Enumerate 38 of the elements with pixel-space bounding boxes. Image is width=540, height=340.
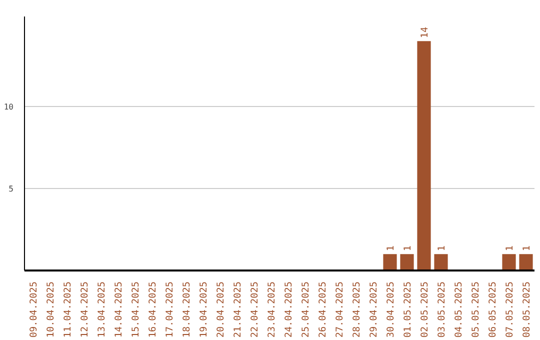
x-tick-label: 01.05.2025 [402, 281, 414, 338]
x-tick-label: 15.04.2025 [130, 281, 142, 338]
x-tick-label: 08.05.2025 [522, 281, 532, 338]
x-tick-label: 11.04.2025 [62, 281, 74, 338]
x-tick-label: 04.05.2025 [454, 281, 464, 338]
x-tick-label: 22.04.2025 [250, 281, 260, 338]
data-label: 1 [504, 245, 516, 252]
x-tick-label: 27.04.2025 [334, 281, 346, 338]
x-tick-label: 29.04.2025 [368, 281, 380, 338]
data-label: 1 [436, 245, 448, 252]
data-label: 1 [402, 245, 414, 252]
y-tick-label: 10 [4, 102, 14, 112]
x-tick-label: 10.04.2025 [46, 281, 56, 338]
data-label: 1 [522, 245, 532, 252]
data-label: 14 [420, 26, 430, 38]
x-tick-label: 14.04.2025 [114, 281, 124, 338]
x-tick-label: 21.04.2025 [232, 281, 244, 338]
x-tick-label: 07.05.2025 [504, 281, 516, 338]
x-tick-label: 26.04.2025 [318, 281, 328, 338]
x-tick-label: 03.05.2025 [436, 281, 448, 338]
x-tick-label: 09.04.2025 [28, 281, 40, 338]
x-tick-label: 30.04.2025 [386, 281, 396, 338]
x-tick-label: 25.04.2025 [300, 281, 312, 338]
x-tick-label: 20.04.2025 [216, 281, 226, 338]
x-tick-label: 02.05.2025 [420, 281, 430, 338]
x-tick-label: 16.04.2025 [148, 281, 158, 338]
x-tick-label: 19.04.2025 [198, 281, 210, 338]
x-tick-label: 24.04.2025 [284, 281, 294, 338]
data-label: 1 [386, 245, 396, 252]
x-tick-label: 18.04.2025 [182, 281, 192, 338]
x-tick-label: 06.05.2025 [488, 281, 498, 338]
x-tick-label: 05.05.2025 [470, 281, 482, 338]
x-tick-label: 28.04.2025 [352, 281, 362, 338]
x-tick-label: 23.04.2025 [266, 281, 278, 338]
x-tick-label: 17.04.2025 [164, 281, 176, 338]
x-tick-label: 12.04.2025 [80, 281, 90, 338]
x-tick-label: 13.04.2025 [96, 281, 108, 338]
y-tick-label: 5 [8, 184, 14, 194]
